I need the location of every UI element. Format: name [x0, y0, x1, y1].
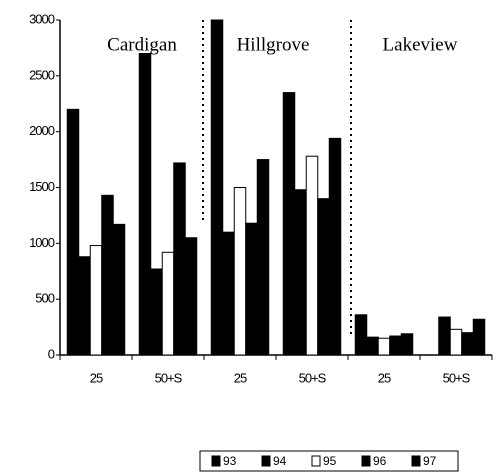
bar [294, 189, 307, 356]
bar [366, 336, 379, 356]
bar [438, 316, 451, 356]
x-tick-label: 50+S [155, 370, 183, 385]
bar [282, 92, 296, 356]
y-tick-label: 1000 [29, 235, 55, 250]
legend-label: 94 [273, 454, 287, 468]
bar [222, 231, 235, 356]
legend-label: 95 [323, 454, 337, 468]
bar [461, 332, 474, 356]
bar [101, 194, 114, 356]
bar [210, 19, 224, 356]
bar [66, 108, 80, 356]
bar [150, 268, 163, 356]
bar [256, 159, 270, 356]
x-tick-label: 25 [234, 370, 247, 385]
legend-label: 97 [423, 454, 437, 468]
y-tick-label: 500 [35, 291, 54, 306]
x-tick-label: 25 [378, 370, 391, 385]
y-tick-label: 2000 [29, 123, 55, 138]
bar [328, 137, 342, 356]
bar [184, 237, 198, 356]
bar [89, 245, 103, 356]
bar [317, 198, 330, 356]
legend-swatch [211, 455, 221, 467]
bar [400, 333, 414, 356]
legend-swatch [361, 455, 371, 467]
bar [245, 222, 258, 356]
bar [138, 53, 152, 356]
legend-swatch [261, 455, 271, 467]
y-tick-label: 0 [48, 346, 55, 361]
bar [112, 223, 126, 356]
x-tick-label: 50+S [299, 370, 327, 385]
bar [233, 187, 247, 356]
x-tick-label: 50+S [443, 370, 471, 385]
bar [389, 335, 402, 356]
bar [449, 328, 463, 356]
legend-swatch [311, 455, 321, 467]
bar [305, 155, 319, 356]
x-tick-label: 25 [90, 370, 103, 385]
group-label: Hillgrove [237, 34, 310, 55]
legend-label: 96 [373, 454, 387, 468]
legend-label: 93 [223, 454, 237, 468]
bar [78, 256, 91, 356]
bar [354, 314, 368, 356]
group-label: Cardigan [107, 34, 177, 55]
legend-swatch [411, 455, 421, 467]
y-tick-label: 2500 [29, 67, 55, 82]
bar [161, 251, 175, 356]
y-tick-label: 3000 [29, 11, 55, 26]
bar [472, 318, 486, 356]
group-label: Lakeview [383, 34, 458, 55]
y-tick-label: 1500 [29, 179, 55, 194]
bar [377, 337, 391, 356]
bar [173, 162, 186, 356]
